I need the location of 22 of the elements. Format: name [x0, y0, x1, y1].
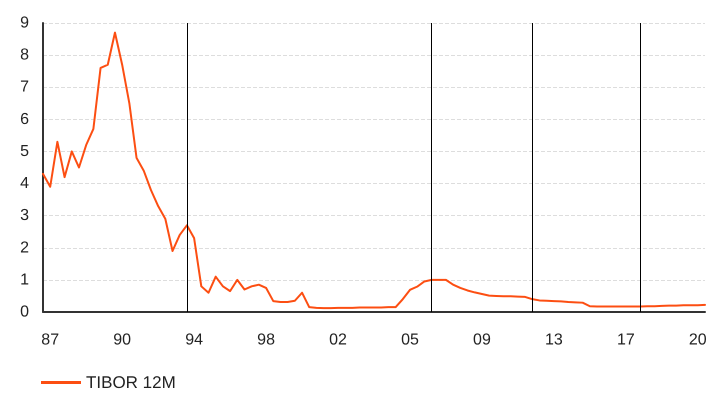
y-tick-label: 8: [20, 46, 30, 64]
y-tick-label: 4: [20, 175, 30, 192]
y-tick-label: 2: [20, 239, 30, 256]
x-tick-label: 13: [544, 332, 563, 348]
x-tick-label: 02: [329, 332, 348, 348]
legend-label: TIBOR 12M: [86, 373, 176, 392]
x-tick-label: 20: [688, 332, 707, 348]
x-tick-label: 05: [401, 332, 419, 348]
y-tick-label: 6: [20, 110, 30, 128]
y-tick-label: 0: [20, 304, 30, 320]
x-tick-label: 98: [257, 332, 276, 348]
x-tick-label: 94: [185, 332, 204, 348]
x-tick-label: 87: [41, 332, 60, 348]
line-series: [42, 32, 706, 310]
y-tick-label: 7: [20, 78, 30, 96]
x-tick-label: 09: [473, 332, 491, 348]
x-tick-label: 90: [113, 332, 132, 348]
y-tick-label: 3: [20, 207, 30, 224]
x-tick-label: 17: [616, 332, 635, 348]
y-tick-label: 5: [20, 142, 30, 160]
y-tick-label: 1: [20, 271, 30, 288]
y-tick-label: 9: [20, 14, 30, 32]
